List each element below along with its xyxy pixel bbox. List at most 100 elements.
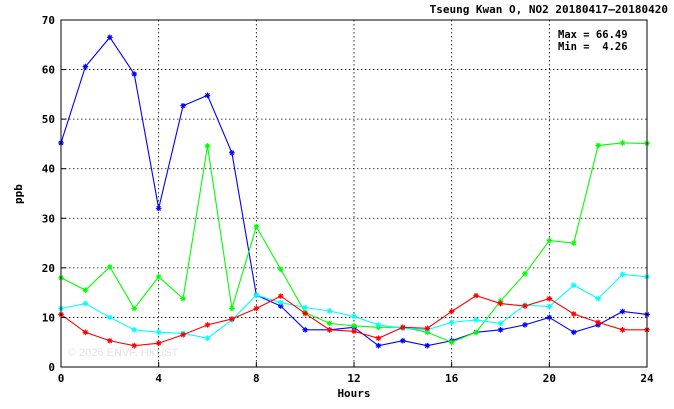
- data-point: [595, 142, 601, 149]
- data-point: [302, 310, 308, 317]
- data-point: [351, 313, 357, 320]
- data-point: [546, 314, 553, 321]
- y-tick-label: 10: [42, 311, 55, 324]
- data-point: [131, 305, 138, 312]
- chart-title: Tseung Kwan O, NO2 20180417–20180420: [430, 3, 668, 16]
- data-point: [253, 292, 260, 298]
- series-group: [58, 34, 650, 349]
- series-line: [60, 36, 648, 347]
- data-point: [107, 314, 113, 321]
- data-point: [497, 320, 504, 327]
- data-point: [448, 339, 455, 346]
- data-point: [375, 342, 382, 349]
- data-point: [546, 237, 553, 244]
- data-point: [522, 271, 528, 277]
- data-point: [619, 271, 626, 278]
- data-point: [180, 102, 186, 109]
- data-point: [107, 264, 113, 270]
- data-point: [400, 324, 406, 331]
- data-point: [229, 316, 235, 322]
- data-point: [277, 299, 284, 306]
- data-point: [351, 323, 357, 329]
- y-tick-label: 0: [48, 361, 55, 374]
- x-tick-label: 4: [155, 372, 162, 385]
- data-point: [204, 92, 211, 99]
- data-point: [570, 311, 577, 317]
- data-point: [82, 287, 89, 293]
- stat-min: Min = 4.26: [558, 41, 628, 53]
- data-point: [229, 150, 235, 156]
- x-tick-label: 0: [58, 372, 65, 385]
- y-tick-label: 20: [42, 262, 55, 275]
- data-point: [131, 71, 138, 77]
- x-tick-label: 8: [253, 372, 260, 385]
- watermark: © 2026 ENVF, HKUST: [68, 347, 178, 359]
- data-point: [155, 273, 162, 280]
- data-point: [424, 342, 431, 349]
- data-point: [180, 331, 186, 338]
- data-point: [326, 308, 333, 314]
- y-tick-label: 50: [42, 113, 55, 126]
- data-point: [546, 295, 553, 302]
- data-point: [204, 322, 211, 328]
- data-point: [155, 329, 162, 336]
- data-point: [473, 292, 479, 299]
- data-point: [375, 322, 382, 328]
- data-point: [570, 240, 577, 246]
- data-point: [326, 327, 333, 333]
- stat-max: Max = 66.49: [558, 29, 628, 41]
- data-point: [180, 295, 186, 302]
- data-point: [448, 308, 455, 315]
- data-point: [277, 266, 284, 273]
- data-point: [595, 295, 601, 302]
- y-tick-label: 60: [42, 64, 55, 77]
- data-point: [253, 305, 260, 312]
- x-tick-label: 24: [640, 372, 654, 385]
- data-point: [522, 303, 528, 309]
- data-point: [107, 337, 113, 344]
- data-point: [351, 328, 357, 335]
- y-axis-ticks: 0 10 20 30 40 50 60 70: [42, 14, 66, 374]
- data-point: [448, 319, 455, 326]
- data-point: [204, 335, 211, 342]
- data-point: [107, 34, 113, 41]
- x-tick-label: 20: [543, 372, 556, 385]
- data-point: [595, 319, 601, 326]
- data-point: [326, 320, 333, 327]
- data-point: [473, 317, 479, 323]
- data-point: [497, 300, 504, 307]
- data-point: [375, 335, 382, 342]
- data-point: [155, 205, 162, 212]
- data-point: [522, 322, 528, 328]
- data-point: [131, 342, 138, 349]
- y-tick-label: 40: [42, 163, 55, 176]
- data-point: [302, 327, 308, 333]
- data-point: [619, 327, 626, 333]
- data-point: [497, 327, 504, 333]
- data-point: [229, 305, 235, 312]
- x-axis-ticks: 0 4 8 12 16 20 24: [58, 362, 654, 385]
- data-point: [277, 303, 284, 309]
- data-point: [155, 340, 162, 347]
- y-axis-label: ppb: [12, 184, 25, 204]
- data-point: [424, 325, 431, 332]
- x-tick-label: 12: [347, 372, 360, 385]
- data-point: [400, 337, 406, 344]
- data-point: [473, 329, 479, 336]
- data-point: [619, 140, 626, 146]
- data-point: [82, 300, 89, 307]
- y-tick-label: 30: [42, 212, 55, 225]
- data-point: [277, 293, 284, 299]
- data-point: [302, 304, 308, 311]
- data-point: [546, 303, 553, 310]
- data-point: [619, 308, 626, 315]
- x-tick-label: 16: [445, 372, 459, 385]
- data-point: [253, 223, 260, 230]
- data-point: [570, 282, 577, 289]
- data-point: [131, 327, 138, 333]
- data-point: [570, 329, 577, 336]
- y-tick-label: 70: [42, 14, 55, 27]
- data-point: [82, 329, 89, 336]
- x-axis-label: Hours: [337, 387, 370, 400]
